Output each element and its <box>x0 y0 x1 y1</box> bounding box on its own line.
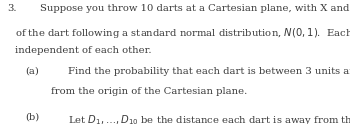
Text: (a): (a) <box>25 67 39 76</box>
Text: Let $D_1, \ldots, D_{10}$ be the distance each dart is away from the origin of t: Let $D_1, \ldots, D_{10}$ be the distanc… <box>68 113 350 124</box>
Text: 3.: 3. <box>8 4 17 13</box>
Text: independent of each other.: independent of each other. <box>15 46 151 55</box>
Text: Suppose you throw 10 darts at a Cartesian plane, with X and Y coordinates: Suppose you throw 10 darts at a Cartesia… <box>40 4 350 13</box>
Text: Find the probability that each dart is between 3 units and 5 units away: Find the probability that each dart is b… <box>68 67 350 76</box>
Text: from the origin of the Cartesian plane.: from the origin of the Cartesian plane. <box>51 87 247 96</box>
Text: of the dart following a standard normal distribution, $N(0,1)$.  Each dart throw: of the dart following a standard normal … <box>15 26 350 40</box>
Text: (b): (b) <box>25 113 40 122</box>
